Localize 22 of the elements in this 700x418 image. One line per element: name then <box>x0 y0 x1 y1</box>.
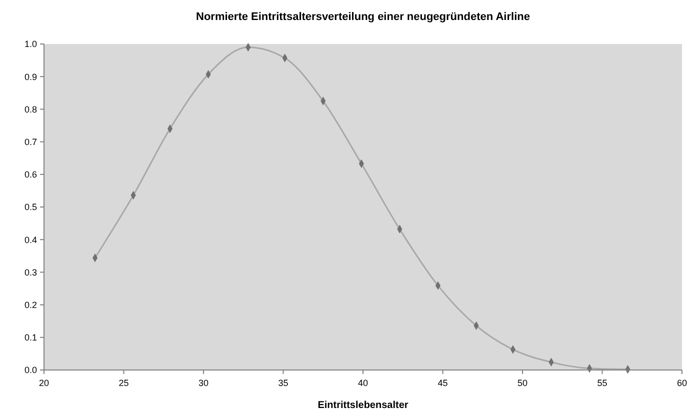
y-tick-label: 0.5 <box>24 202 37 212</box>
x-tick-label: 40 <box>358 378 368 388</box>
chart-title: Normierte Eintrittsaltersverteilung einer neugegründeten Airline <box>196 11 530 23</box>
x-tick-label: 30 <box>198 378 209 388</box>
y-tick-label: 0.6 <box>24 170 37 180</box>
x-tick-label: 55 <box>597 378 608 388</box>
x-axis-title: Eintrittslebensalter <box>318 400 408 411</box>
x-tick-label: 20 <box>38 378 50 388</box>
y-tick-label: 0.3 <box>24 267 37 278</box>
y-tick-label: 0.7 <box>24 136 37 147</box>
x-tick-label: 35 <box>278 378 288 388</box>
y-tick-label: 0.8 <box>24 104 37 114</box>
y-tick-label: 0.4 <box>24 234 37 245</box>
y-tick-label: 1.0 <box>24 39 37 50</box>
x-tick-label: 50 <box>517 378 528 388</box>
y-tick-label: 0.1 <box>24 332 37 343</box>
x-tick-label: 60 <box>676 378 688 388</box>
y-tick-label: 0.9 <box>24 72 37 82</box>
y-tick-label: 0.2 <box>24 300 37 310</box>
y-tick-label: 0.0 <box>24 365 37 376</box>
x-tick-label: 25 <box>118 378 129 388</box>
x-tick-label: 45 <box>438 378 448 388</box>
